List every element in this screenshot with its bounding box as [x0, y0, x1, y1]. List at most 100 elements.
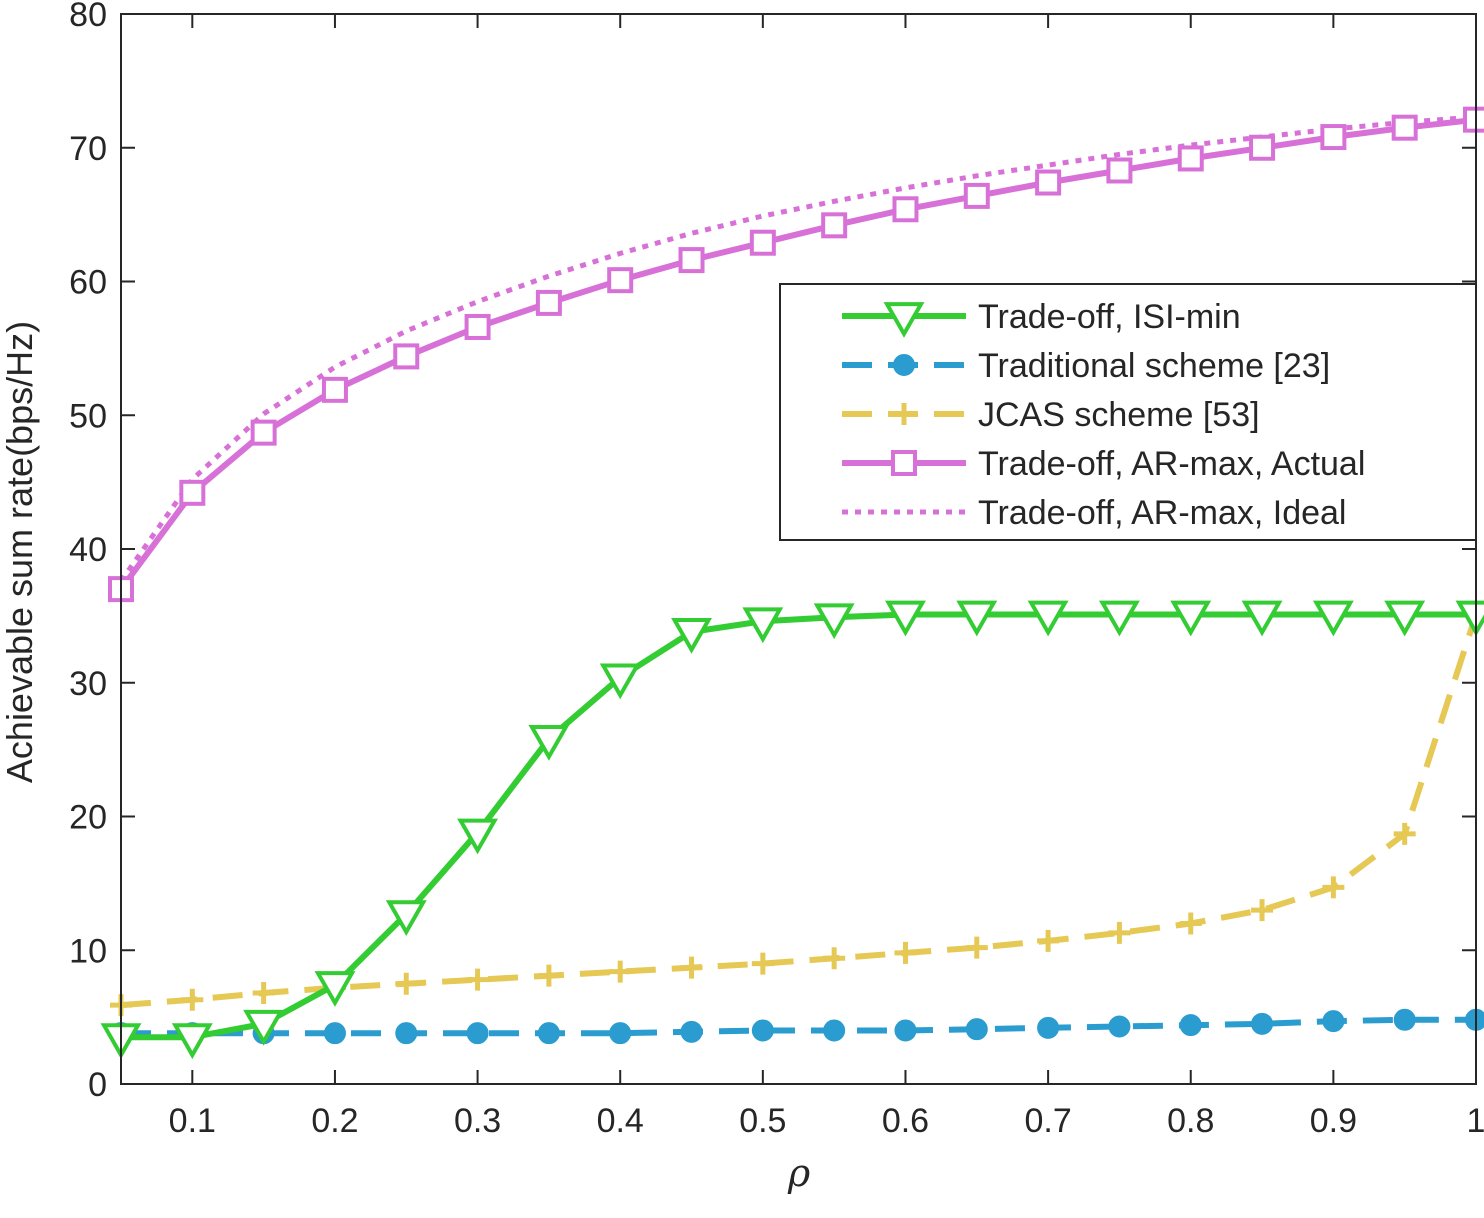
data-point: [250, 419, 277, 446]
data-point: [885, 600, 926, 637]
data-point: [1391, 114, 1418, 141]
data-point: [965, 936, 988, 959]
data-point: [1037, 1016, 1060, 1039]
x-tick-label: 0.2: [311, 1102, 358, 1140]
data-point: [1098, 600, 1140, 637]
data-point: [466, 968, 489, 991]
data-point: [1035, 169, 1062, 196]
data-point: [956, 600, 998, 637]
data-point: [607, 267, 634, 294]
series-line: [120, 613, 1479, 1009]
data-point: [466, 1022, 489, 1045]
data-point: [457, 818, 499, 855]
data-point: [823, 947, 846, 970]
data-point: [609, 1022, 632, 1045]
x-tick-label: 0.6: [882, 1102, 929, 1140]
x-tick-label: 0.8: [1167, 1102, 1214, 1140]
legend-marker: [893, 403, 915, 425]
x-tick-label: 0.3: [454, 1102, 501, 1140]
data-point: [1251, 1012, 1274, 1035]
data-point: [1393, 822, 1416, 845]
data-point: [680, 1020, 703, 1043]
data-point: [1037, 929, 1060, 952]
data-point: [1177, 145, 1204, 172]
data-point: [321, 376, 348, 403]
legend: Trade-off, ISI-min Traditional scheme [2…: [779, 283, 1477, 541]
x-tick-label: 0.7: [1024, 1102, 1071, 1140]
data-point: [181, 988, 204, 1011]
legend-entry-label: Trade-off, AR-max, Actual: [978, 445, 1365, 483]
data-point: [892, 196, 919, 223]
x-tick-label: 0.4: [597, 1102, 644, 1140]
legend-entry-label: Traditional scheme [23]: [978, 347, 1330, 385]
data-point: [671, 618, 712, 654]
legend-marker: [883, 302, 925, 338]
data-point: [894, 1019, 917, 1042]
legend-marker: [893, 354, 915, 376]
data-point: [385, 900, 427, 937]
data-point: [537, 1022, 560, 1045]
data-point: [1108, 921, 1131, 944]
data-point: [243, 1009, 285, 1046]
legend-entry-label: JCAS scheme [53]: [978, 396, 1260, 434]
data-point: [1322, 1010, 1345, 1033]
data-point: [537, 964, 560, 987]
data-point: [1393, 1008, 1416, 1031]
data-point: [751, 1019, 774, 1042]
y-tick-label: 40: [69, 531, 107, 569]
data-point: [1463, 106, 1484, 133]
data-point: [252, 982, 275, 1005]
data-point: [1179, 1014, 1202, 1037]
legend-samples: [842, 302, 966, 515]
data-point: [1241, 600, 1283, 637]
data-point: [751, 952, 774, 975]
data-point: [1312, 600, 1354, 637]
data-point: [742, 607, 784, 644]
plot-area: [100, 106, 1484, 1060]
data-point: [171, 1023, 213, 1060]
y-tick-label: 10: [69, 932, 107, 970]
y-tick-label: 50: [69, 397, 107, 435]
data-point: [464, 313, 491, 340]
data-point: [678, 247, 705, 274]
y-tick-label: 80: [69, 0, 107, 34]
data-point: [1108, 1015, 1131, 1038]
data-point: [393, 343, 420, 370]
data-point: [323, 1022, 346, 1045]
y-tick-label: 0: [88, 1066, 107, 1104]
data-point: [395, 1022, 418, 1045]
x-tick-label: 0.9: [1310, 1102, 1357, 1140]
data-point: [179, 479, 206, 506]
data-point: [821, 212, 848, 239]
data-point: [749, 229, 776, 256]
data-point: [894, 941, 917, 964]
data-point: [965, 1018, 988, 1041]
data-point: [963, 182, 990, 209]
legend-entry-label: Trade-off, ISI-min: [978, 298, 1241, 336]
data-point: [813, 603, 855, 640]
data-point: [1251, 899, 1274, 922]
y-tick-label: 30: [69, 665, 107, 703]
data-point: [535, 289, 562, 316]
data-point: [680, 956, 703, 979]
data-point: [1249, 134, 1276, 161]
data-point: [528, 725, 570, 761]
data-point: [1322, 876, 1345, 899]
x-tick-label: 0.1: [169, 1102, 216, 1140]
data-point: [823, 1019, 846, 1042]
data-point: [1320, 124, 1347, 151]
y-tick-label: 20: [69, 799, 107, 837]
legend-entry-label: Trade-off, AR-max, Ideal: [978, 494, 1347, 532]
x-tick-label: 1: [1467, 1102, 1484, 1140]
axis-ticks: 0.1 0.2 0.3 0.4 0.5 0.6 0.7 0.8 0.9 1010203040506…: [69, 0, 1484, 1140]
data-point: [395, 972, 418, 995]
data-point: [1027, 600, 1069, 637]
x-axis-label: ρ: [787, 1151, 811, 1195]
series-line: [121, 1016, 1476, 1037]
data-point: [314, 971, 356, 1007]
y-tick-label: 70: [69, 130, 107, 168]
data-point: [1384, 600, 1426, 637]
data-point: [1170, 600, 1212, 637]
x-tick-label: 0.5: [739, 1102, 786, 1140]
